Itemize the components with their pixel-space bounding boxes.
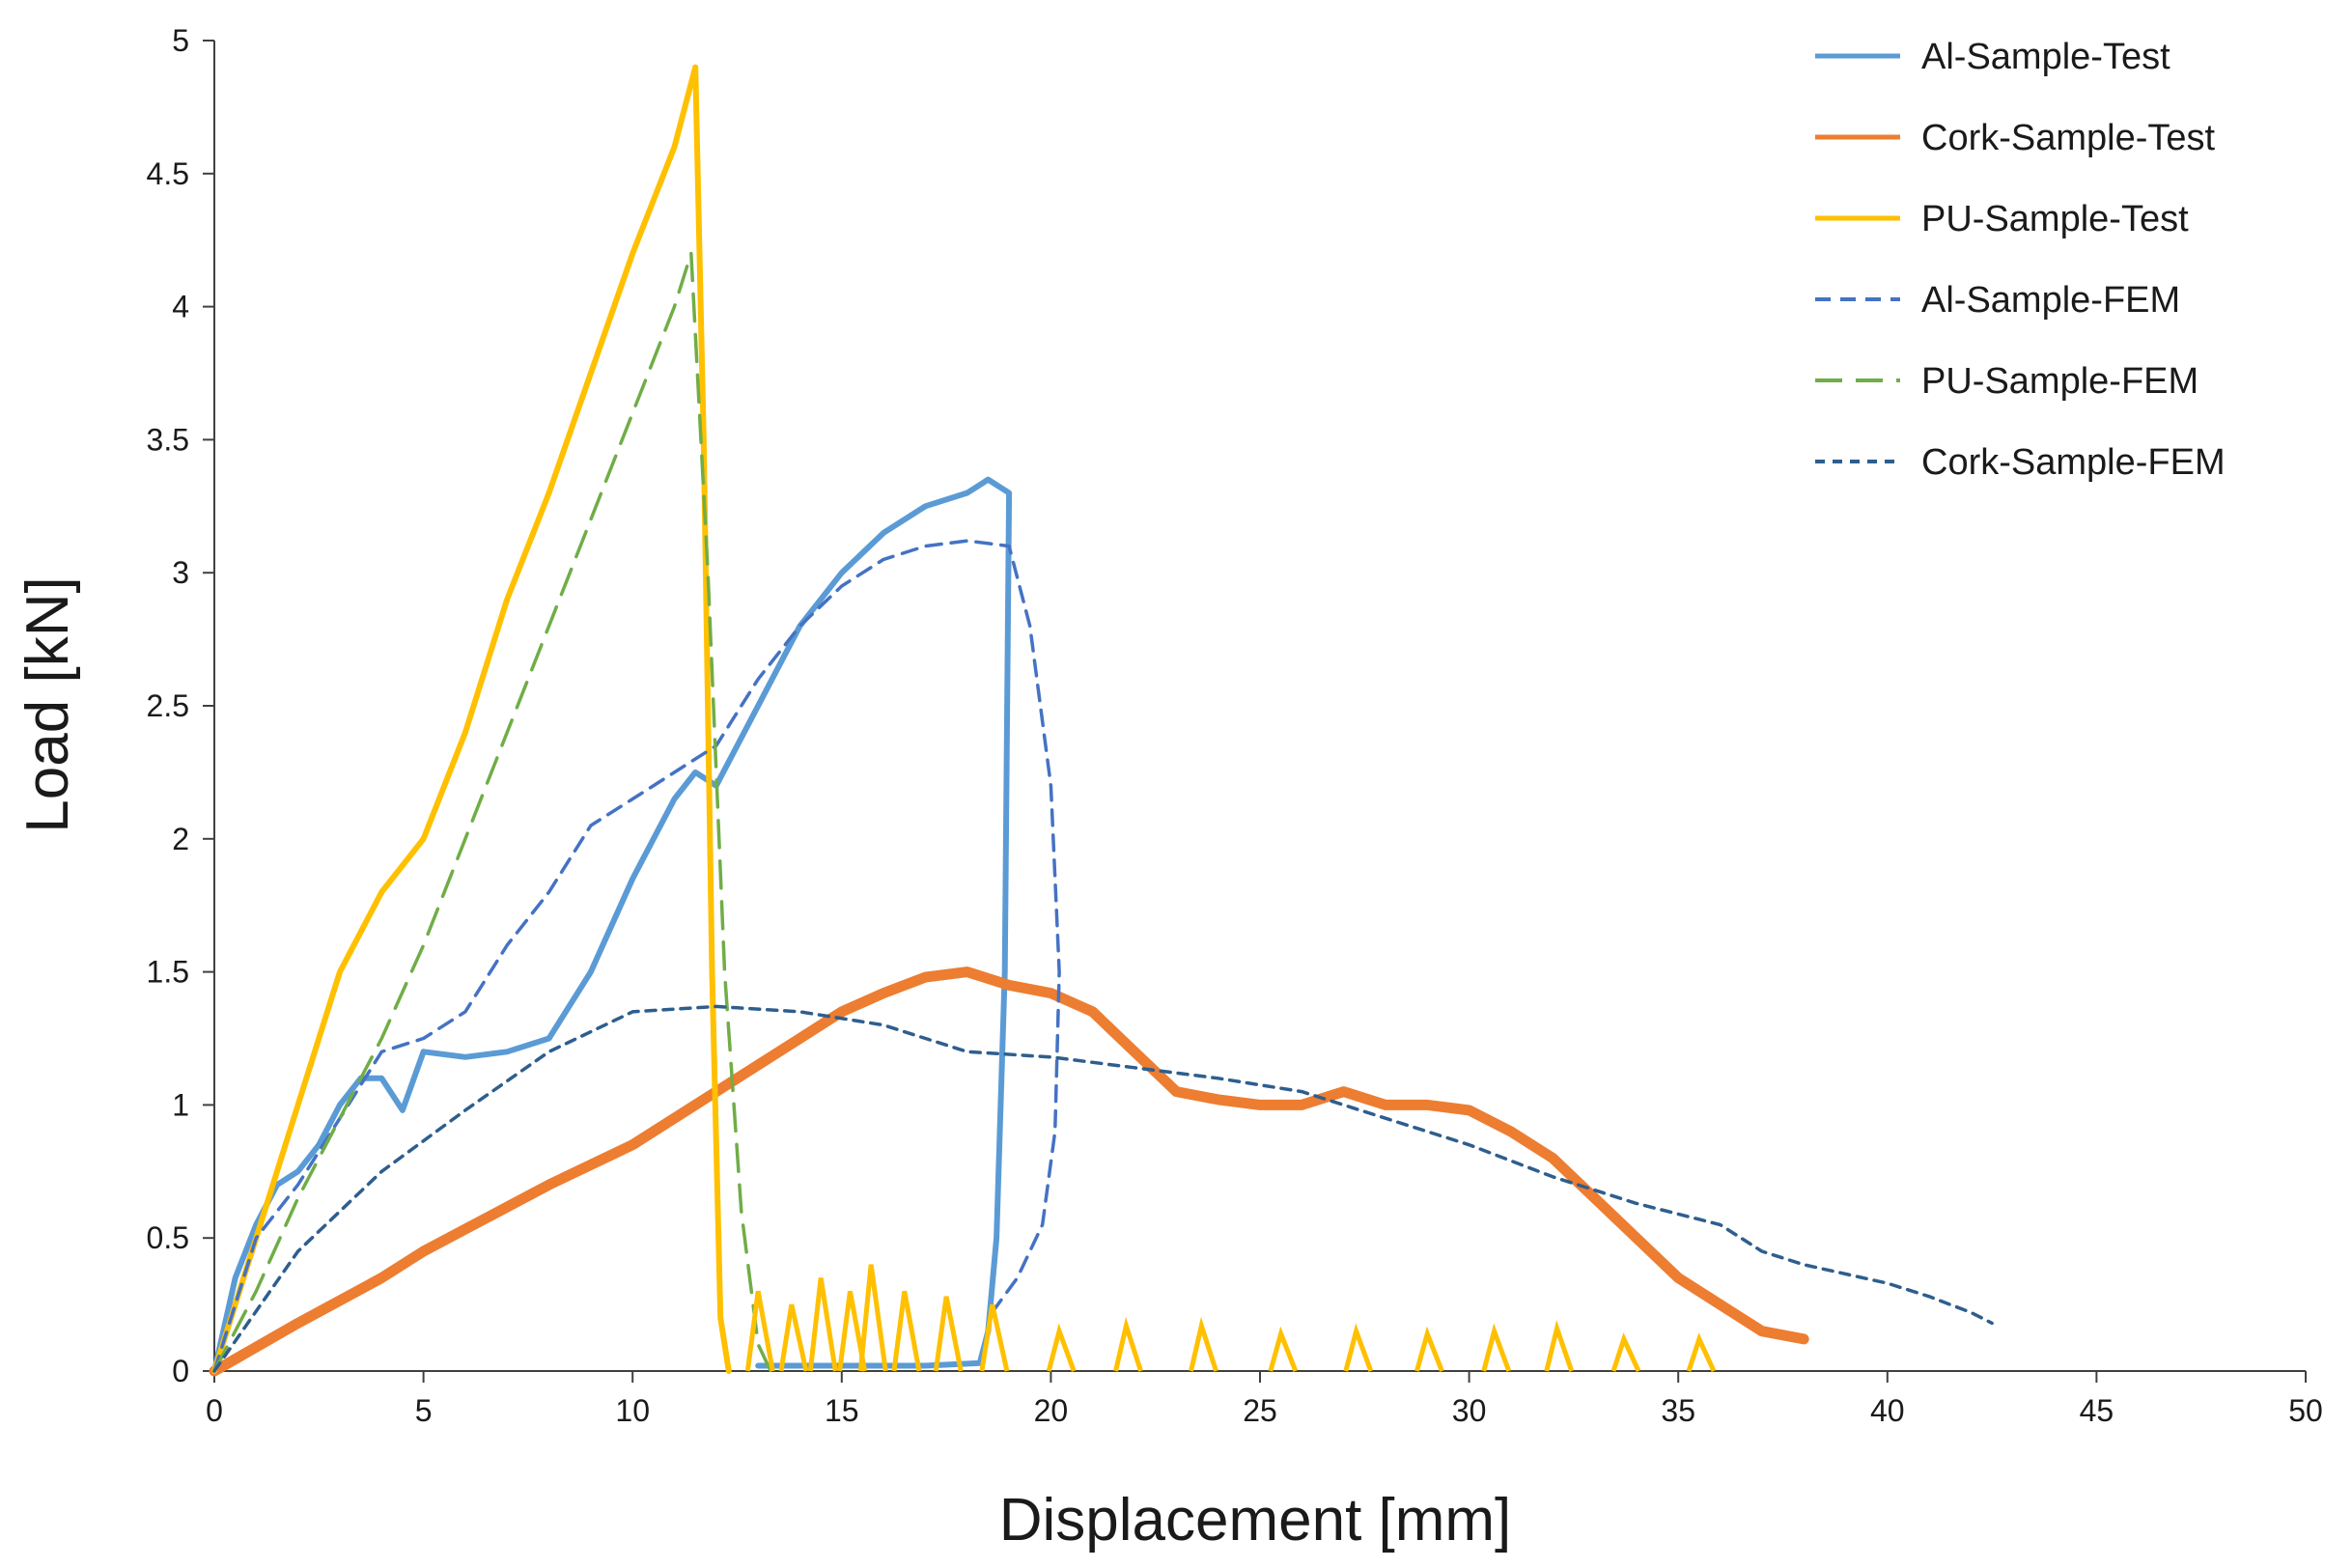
y-tick-label: 5 [172,23,189,58]
noise-spike [744,1290,775,1372]
series-line-cork-sample-test [209,966,1809,1377]
x-axis-title: Displacement [mm] [999,1487,1512,1554]
x-tick-label: 30 [1452,1393,1487,1428]
x-tick-label: 10 [615,1393,650,1428]
y-tick-label: 2.5 [147,688,189,723]
noise-spike [979,1303,1010,1372]
y-tick-label: 4 [172,290,189,324]
y-tick-label: 3 [172,555,189,590]
y-tick-label: 1.5 [147,955,189,990]
x-tick-label: 20 [1034,1393,1069,1428]
legend-label: PU-Sample-Test [1921,199,2189,239]
noise-spike [837,1290,868,1372]
x-tick-label: 25 [1243,1393,1277,1428]
noise-spike [1268,1326,1299,1372]
series-line-pu-sample-test [211,64,732,1374]
legend-label: Al-Sample-Test [1921,37,2170,77]
legend-label: PU-Sample-FEM [1921,361,2198,402]
noise-spike [1414,1326,1444,1372]
noise-spike [933,1296,964,1372]
x-tick-label: 5 [415,1393,433,1428]
legend: Al-Sample-Test Cork-Sample-Test PU-Sample-… [1815,37,2226,483]
y-tick-label: 0.5 [147,1220,189,1255]
legend-label: Cork-Sample-Test [1921,118,2216,158]
legend-label: Cork-Sample-FEM [1921,442,2226,483]
noise-spike [1343,1323,1374,1372]
noise-spike [1544,1320,1575,1372]
y-tick-label: 3.5 [147,422,189,457]
legend-label: Al-Sample-FEM [1921,280,2180,321]
y-tick-label: 0 [172,1354,189,1388]
noise-spike [807,1277,838,1372]
noise-spike [1686,1332,1717,1373]
x-tick-label: 50 [2288,1393,2323,1428]
noise-spike [1113,1316,1143,1372]
series-line-pu-sample-fem [212,251,772,1373]
x-tick-label: 0 [206,1393,223,1428]
y-axis-title: Load [kN] [14,576,81,832]
x-tick-label: 40 [1870,1393,1905,1428]
series-line-al-sample-fem [212,539,1061,1373]
axes: 0 5 10 15 20 25 30 35 40 45 50 0 0.5 1 1.5 2 2.5 3 3.5 4 4.5… [147,23,2323,1428]
noise-spike [891,1290,922,1372]
noise-spike [1610,1332,1641,1373]
y-tick-label: 2 [172,822,189,856]
series-line-al-sample-test [211,476,1013,1374]
series-layer [209,64,1994,1377]
x-tick-label: 15 [825,1393,859,1428]
noise-spike [857,1264,888,1372]
y-tick-label: 1 [172,1087,189,1122]
x-tick-label: 45 [2080,1393,2114,1428]
x-tick-label: 35 [1661,1393,1695,1428]
noise-spike [1046,1323,1077,1372]
noise-spike [778,1303,809,1372]
series-line-cork-sample-fem [212,1004,1994,1373]
noise-spike [1481,1323,1512,1372]
y-tick-label: 4.5 [147,156,189,191]
noise-spike [1189,1316,1218,1372]
